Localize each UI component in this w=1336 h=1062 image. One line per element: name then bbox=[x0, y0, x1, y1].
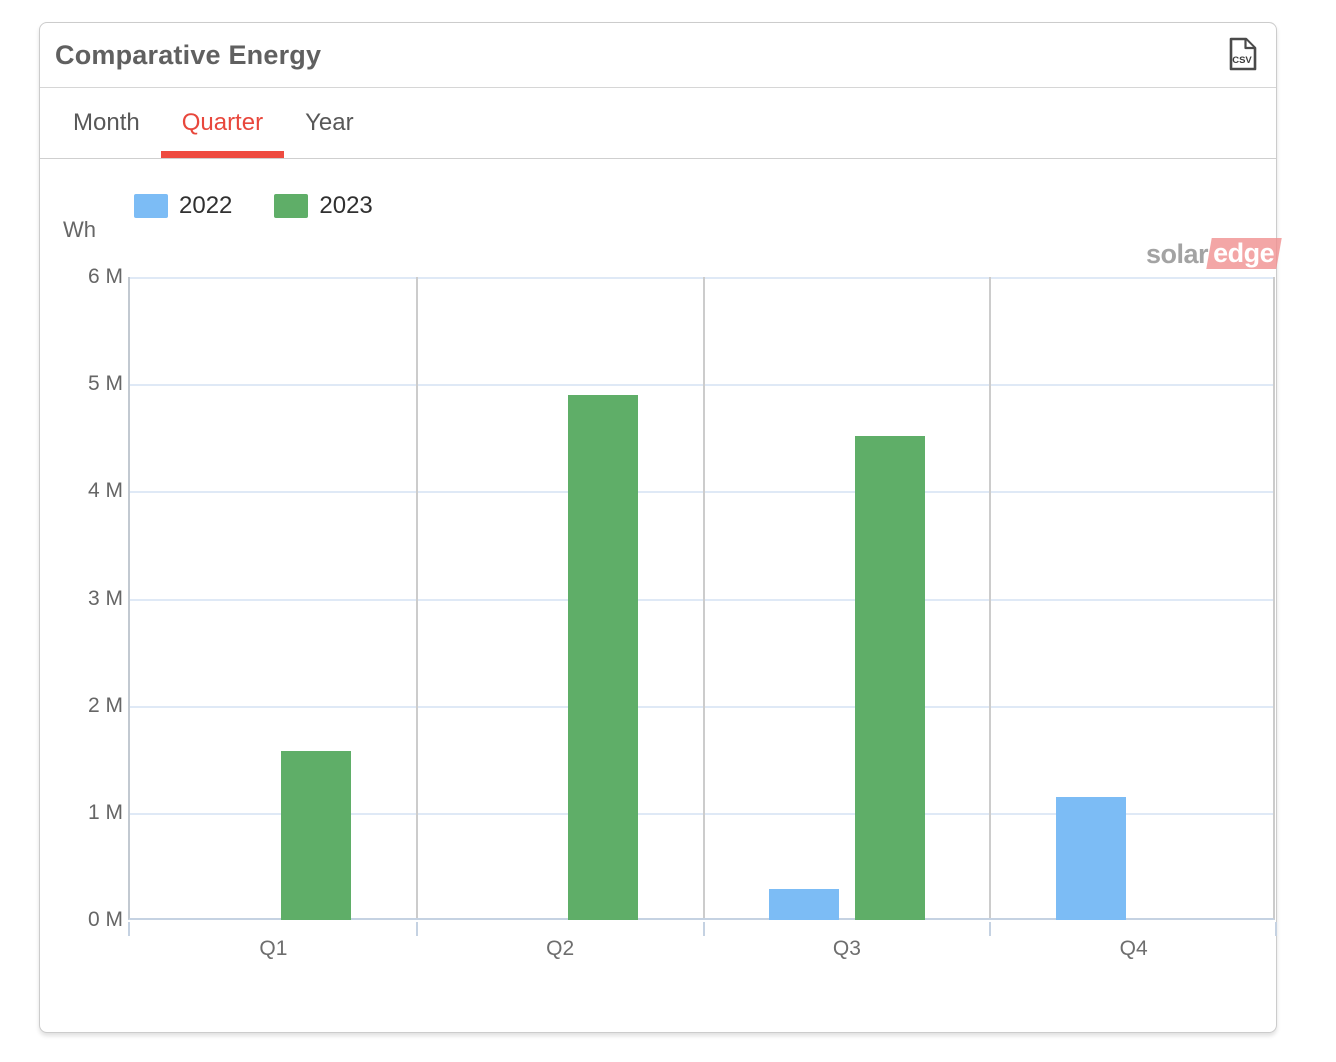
x-tick-label-q4: Q4 bbox=[1119, 937, 1148, 960]
h-gridline-6m bbox=[130, 277, 1273, 279]
h-gridline-2m bbox=[130, 705, 1273, 708]
legend-item-2022[interactable]: 2022 bbox=[134, 192, 232, 220]
y-tick-label-4m: 4 M bbox=[87, 479, 123, 503]
widget-title: Comparative Energy bbox=[55, 39, 322, 70]
bar-2022-q3[interactable] bbox=[768, 889, 839, 920]
widget-header: Comparative Energy CSV bbox=[40, 23, 1276, 88]
x-axis-tick-0 bbox=[128, 922, 130, 936]
h-gridline-1m bbox=[130, 812, 1273, 815]
tab-quarter[interactable]: Quarter bbox=[160, 88, 285, 158]
y-tick-label-5m: 5 M bbox=[87, 372, 123, 396]
h-gridline-3m bbox=[130, 598, 1273, 601]
v-gridline-3 bbox=[989, 277, 992, 918]
solaredge-logo-edge: edge bbox=[1206, 238, 1282, 269]
v-gridline-2 bbox=[702, 277, 705, 918]
solaredge-logo-solar: solar bbox=[1146, 238, 1209, 269]
x-axis-tick-3 bbox=[989, 922, 992, 936]
v-gridline-1 bbox=[415, 277, 418, 918]
y-tick-label-0m: 0 M bbox=[87, 908, 123, 931]
legend-swatch-2022 bbox=[134, 194, 168, 218]
x-axis-tick-2 bbox=[702, 922, 705, 936]
bar-2023-q2[interactable] bbox=[568, 395, 639, 920]
legend-item-2023[interactable]: 2023 bbox=[274, 192, 373, 220]
x-tick-label-q1: Q1 bbox=[259, 937, 288, 960]
tab-month[interactable]: Month bbox=[73, 109, 140, 136]
x-axis-tick-1 bbox=[415, 922, 418, 936]
period-tabs: Month Quarter Year bbox=[40, 88, 1276, 159]
y-axis-labels: 0 M 1 M 2 M 3 M 4 M 5 M 6 M bbox=[40, 265, 123, 931]
legend-label-2022: 2022 bbox=[179, 192, 233, 219]
solaredge-logo: solar edge bbox=[1146, 238, 1282, 269]
bar-2023-q1[interactable] bbox=[281, 751, 352, 920]
bar-2023-q3[interactable] bbox=[854, 436, 925, 920]
legend-label-2023: 2023 bbox=[319, 192, 373, 219]
y-tick-label-2m: 2 M bbox=[87, 693, 123, 717]
tab-year[interactable]: Year bbox=[305, 109, 354, 136]
h-gridline-5m bbox=[130, 384, 1273, 387]
x-axis-tick-4 bbox=[1275, 922, 1277, 936]
y-tick-label-1m: 1 M bbox=[87, 800, 123, 824]
h-gridline-4m bbox=[130, 491, 1273, 494]
bar-2022-q4[interactable] bbox=[1055, 797, 1126, 920]
export-csv-button[interactable]: CSV bbox=[1222, 33, 1262, 77]
csv-file-icon: CSV bbox=[1226, 36, 1258, 75]
svg-text:CSV: CSV bbox=[1232, 55, 1252, 66]
y-tick-label-6m: 6 M bbox=[87, 265, 123, 288]
x-tick-label-q3: Q3 bbox=[832, 937, 861, 960]
legend-swatch-2023 bbox=[274, 194, 309, 218]
y-axis-unit-label: Wh bbox=[63, 217, 96, 242]
plot-area: Q1 Q2 Q3 Q4 bbox=[128, 277, 1277, 960]
x-tick-label-q2: Q2 bbox=[546, 937, 575, 960]
chart-legend: 2022 2023 bbox=[134, 192, 373, 220]
chart-region: 2022 2023 Wh solar edge 0 M 1 M 2 M 3 M 4 M 5… bbox=[40, 159, 1282, 1033]
comparative-energy-widget: Comparative Energy CSV Month Quarter Yea… bbox=[39, 22, 1282, 1033]
y-tick-label-3m: 3 M bbox=[87, 586, 123, 610]
